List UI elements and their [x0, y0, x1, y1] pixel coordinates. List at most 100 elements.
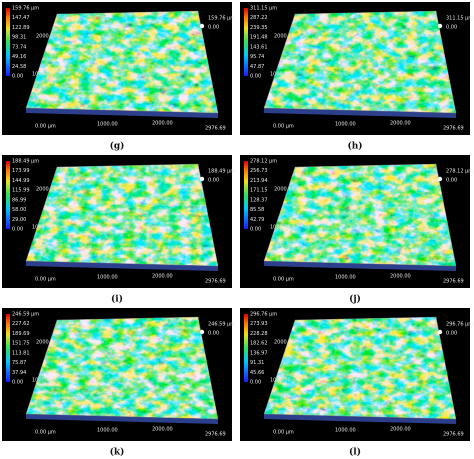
colorbar-label: 29.00 — [12, 217, 26, 223]
x-axis-label: 2976.69 — [205, 126, 226, 132]
y-axis-label: 2000.00 — [274, 34, 295, 40]
colorbar-label: 0.00 — [250, 227, 261, 233]
colorbar-label: 86.99 — [12, 197, 26, 203]
colorbar — [244, 314, 248, 382]
z-min-label: 0.00 — [208, 331, 219, 337]
panel: 296.76 µm 273.93 228.28 182.62 136.97 91.31 45… — [240, 308, 473, 441]
colorbar — [244, 8, 248, 76]
colorbar-label: 75.87 — [12, 360, 26, 366]
colorbar-label: 171.15 — [250, 188, 268, 194]
surface-outline — [263, 10, 457, 114]
panel-caption: (h) — [347, 141, 362, 152]
y-axis-label: 2000.00 — [36, 34, 57, 40]
colorbar-label: 0.00 — [12, 380, 23, 386]
y-axis-label: 2000.00 — [36, 187, 57, 193]
colorbar-label: 49.16 — [12, 54, 26, 60]
y-axis-label: 1000.00 — [270, 225, 291, 231]
x-axis-label: 2000.00 — [390, 427, 411, 433]
surface-outline — [263, 163, 457, 267]
colorbar-label: 24.58 — [12, 64, 26, 70]
colorbar-label: 256.73 — [250, 168, 268, 174]
z-max-label: 246.59 µm — [208, 322, 235, 328]
x-axis-label: 2976.69 — [205, 279, 226, 285]
colorbar-label: 311.15 µm — [250, 6, 277, 12]
surface — [26, 164, 218, 266]
z-max-label: 296.76 µm — [446, 322, 473, 328]
z-min-label: 0.00 — [446, 178, 457, 184]
colorbar-label: 159.76 µm — [12, 6, 39, 12]
x-axis-label: 1000.00 — [97, 428, 118, 434]
panel: 278.12 µm 256.73 213.94 171.15 128.37 85.58 42… — [240, 155, 473, 288]
x-axis-label: 2000.00 — [390, 121, 411, 127]
colorbar-label: 37.94 — [12, 370, 26, 376]
colorbar-label: 122.89 — [12, 25, 30, 31]
panel-caption: (g) — [110, 141, 125, 152]
z-marker — [199, 329, 205, 335]
colorbar-label: 278.12 µm — [250, 159, 277, 165]
surface-outline — [263, 316, 457, 420]
colorbar-label: 58.00 — [12, 207, 26, 213]
x-axis-label: 0.00 µm — [273, 430, 294, 436]
x-axis-label: 0.00 µm — [273, 277, 294, 283]
panel-caption: (i) — [111, 294, 123, 305]
y-axis-label: 1000.00 — [32, 225, 53, 231]
colorbar — [6, 8, 10, 76]
colorbar-label: 151.75 — [12, 341, 30, 347]
colorbar-label: 213.94 — [250, 178, 268, 184]
z-marker — [199, 176, 205, 182]
y-axis-label: 2000.00 — [36, 340, 57, 346]
colorbar-label: 73.74 — [12, 44, 26, 50]
surface — [264, 317, 456, 419]
colorbar-label: 143.61 — [250, 44, 268, 50]
panel: 159.76 µm 147.47 122.89 98.31 73.74 49.16 24.5… — [2, 2, 235, 135]
colorbar-label: 191.48 — [250, 35, 268, 41]
surface-side — [264, 108, 456, 118]
colorbar-label: 227.62 — [12, 321, 30, 327]
surface — [264, 164, 456, 266]
colorbar-label: 173.99 — [12, 168, 30, 174]
colorbar-label: 42.79 — [250, 217, 264, 223]
panel: 311.15 µm 287.22 239.35 191.48 143.61 95.74 47… — [240, 2, 473, 135]
panel: 188.49 µm 173.99 144.99 115.99 86.99 58.00 29.… — [2, 155, 235, 288]
y-axis-label: 2000.00 — [274, 187, 295, 193]
x-axis-label: 2976.69 — [205, 432, 226, 438]
panel-caption: (l) — [349, 447, 361, 458]
colorbar-label: 85.58 — [250, 207, 264, 213]
colorbar-label: 182.62 — [250, 341, 268, 347]
colorbar-label: 246.59 µm — [12, 312, 39, 318]
surface-side — [26, 261, 218, 271]
surface-side — [264, 414, 456, 424]
colorbar-label: 144.99 — [12, 178, 30, 184]
panel: 246.59 µm 227.62 189.69 151.75 113.81 75.87 37… — [2, 308, 235, 441]
y-axis-label: 1000.00 — [270, 72, 291, 78]
colorbar-label: 113.81 — [12, 350, 30, 356]
z-min-label: 0.00 — [446, 331, 457, 337]
x-axis-label: 1000.00 — [335, 275, 356, 281]
colorbar-label: 147.47 — [12, 15, 30, 21]
x-axis-label: 2000.00 — [390, 274, 411, 280]
x-axis-label: 0.00 µm — [35, 277, 56, 283]
colorbar-label: 115.99 — [12, 188, 30, 194]
colorbar-label: 287.22 — [250, 15, 268, 21]
z-min-label: 0.00 — [446, 25, 457, 31]
y-axis-label: 1000.00 — [32, 378, 53, 384]
x-axis-label: 0.00 µm — [35, 124, 56, 130]
colorbar — [6, 161, 10, 229]
surface-side — [26, 414, 218, 424]
colorbar-label: 0.00 — [12, 227, 23, 233]
x-axis-label: 2000.00 — [152, 274, 173, 280]
z-max-label: 188.49 µm — [208, 169, 235, 175]
colorbar-label: 95.74 — [250, 54, 264, 60]
x-axis-label: 2000.00 — [152, 121, 173, 127]
colorbar-label: 0.00 — [250, 380, 261, 386]
z-marker — [437, 176, 443, 182]
z-max-label: 278.12 µm — [446, 169, 473, 175]
z-marker — [437, 23, 443, 29]
panel-caption: (k) — [110, 447, 125, 458]
colorbar-label: 273.93 — [250, 321, 268, 327]
x-axis-label: 1000.00 — [335, 122, 356, 128]
x-axis-label: 2976.69 — [443, 279, 464, 285]
surface — [26, 317, 218, 419]
z-marker — [199, 23, 205, 29]
